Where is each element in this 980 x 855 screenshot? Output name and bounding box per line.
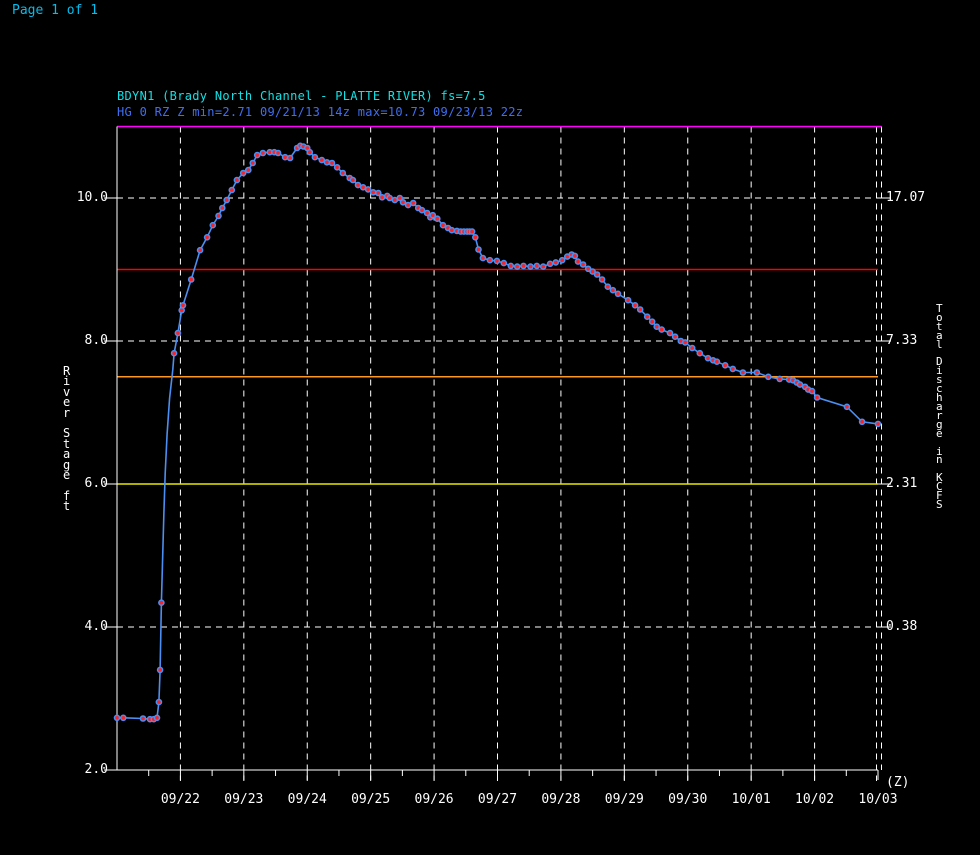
x-tick-label: 09/26: [414, 792, 454, 807]
x-tick-label: 09/30: [668, 792, 708, 807]
y-tick-label-right: 7.33: [886, 333, 918, 348]
x-tick-label: 09/23: [224, 792, 264, 807]
chart-subtitle: HG 0 RZ Z min=2.71 09/21/13 14z max=10.7…: [117, 105, 524, 119]
y-tick-label-left: 6.0: [84, 476, 108, 491]
x-axis-unit-label: (Z): [886, 775, 910, 790]
y-tick-label-left: 2.0: [84, 762, 108, 777]
y-axis-right-title: T o t a l D i s c h a r g e i n K C F S: [936, 302, 943, 511]
y-tick-label-left: 10.0: [76, 190, 108, 205]
reference-lines: [117, 125, 882, 485]
axes: [104, 126, 891, 780]
stage-markers: [113, 142, 882, 723]
x-tick-label: 10/03: [858, 792, 898, 807]
x-tick-label: 10/01: [731, 792, 771, 807]
x-tick-label: 10/02: [795, 792, 835, 807]
x-tick-label: 09/25: [351, 792, 391, 807]
y-tick-label-left: 4.0: [84, 619, 108, 634]
horizontal-gridlines: [117, 197, 884, 628]
y-tick-label-right: 2.31: [886, 476, 918, 491]
x-tick-label: 09/24: [287, 792, 327, 807]
vertical-gridlines: [179, 126, 882, 781]
page-indicator: Page 1 of 1: [12, 3, 99, 18]
x-tick-label: 09/29: [604, 792, 644, 807]
y-tick-label-left: 8.0: [84, 333, 108, 348]
chart-title: BDYN1 (Brady North Channel - PLATTE RIVE…: [117, 89, 486, 103]
y-tick-label-right: 17.07: [886, 190, 926, 205]
x-tick-label: 09/28: [541, 792, 581, 807]
x-tick-label: 09/27: [477, 792, 518, 807]
x-tick-label: 09/22: [160, 792, 200, 807]
y-axis-left-title: R i v e r S t a g e f t: [63, 364, 71, 514]
y-tick-label-right: 0.38: [886, 619, 918, 634]
